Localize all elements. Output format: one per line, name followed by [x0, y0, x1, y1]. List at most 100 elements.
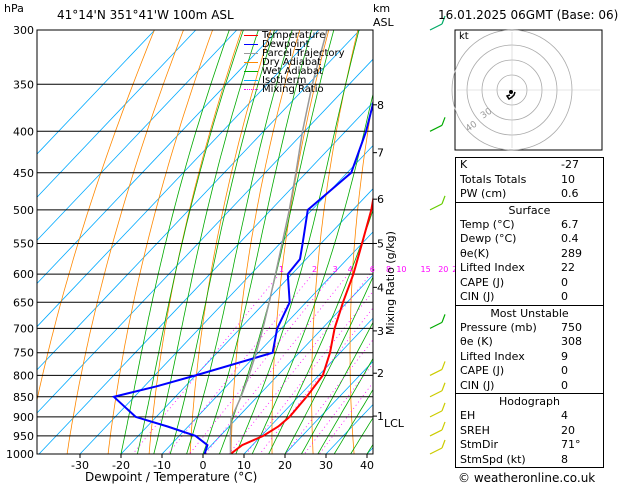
- legend-item: Parcel Trajectory: [244, 48, 345, 59]
- km-tick-label: 2: [377, 367, 384, 380]
- wind-barb: [429, 321, 443, 329]
- surface-title: Surface: [508, 203, 551, 217]
- mixing-ratio-line: [132, 273, 280, 454]
- most-unstable-title: Most Unstable: [490, 306, 569, 320]
- table-row: Lifted Index 9: [456, 350, 603, 365]
- table-row: Totals Totals 10: [456, 173, 603, 188]
- row-value: 0.6: [561, 187, 579, 200]
- pressure-tick-label: 400: [13, 125, 34, 138]
- mixing-ratio-line: [167, 273, 313, 454]
- axes: 3003504004505005506006507007508008509009…: [6, 24, 384, 472]
- pressure-tick-label: 900: [13, 411, 34, 424]
- row-value: 0: [561, 275, 568, 289]
- row-label: Dewp (°C): [460, 232, 517, 245]
- legend-item: Dewpoint: [244, 40, 345, 50]
- x-tick-label: 30: [319, 459, 333, 472]
- legend-swatch: [244, 53, 258, 54]
- wind-barb: [429, 368, 443, 376]
- legend-swatch: [244, 62, 258, 63]
- table-row: StmDir 71°: [456, 438, 603, 453]
- table-row: CIN (J) 0: [456, 290, 603, 305]
- hodograph-unit: kt: [459, 31, 469, 42]
- pressure-tick-label: 550: [13, 237, 34, 250]
- row-label: Totals Totals: [460, 172, 527, 186]
- km-label: km: [373, 2, 391, 15]
- pressure-tick-label: 300: [13, 24, 34, 37]
- isotherm-line: [37, 30, 197, 198]
- table-row: Temp (°C) 6.7: [456, 218, 603, 233]
- table-row: StmSpd (kt) 8: [456, 453, 603, 468]
- legend-swatch: [244, 80, 258, 81]
- row-label: Temp (°C): [460, 217, 515, 231]
- pressure-tick-label: 950: [13, 430, 34, 443]
- row-value: 0: [561, 378, 568, 392]
- row-value: 0: [561, 364, 568, 377]
- x-tick-label: 10: [237, 459, 251, 472]
- series-temperature: [229, 194, 373, 454]
- row-label: K: [460, 158, 468, 171]
- legend-swatch: [244, 89, 258, 90]
- wind-barb: [429, 429, 443, 437]
- km-tick-label: 3: [377, 325, 384, 338]
- mixing-ratio-label: 15: [421, 265, 431, 274]
- wind-barb-flag: [441, 421, 446, 431]
- wind-barb-flag: [441, 15, 446, 25]
- pressure-tick-label: 850: [13, 391, 34, 404]
- mixing-ratio-axis-label: Mixing Ratio (g/kg): [384, 231, 397, 335]
- row-label: SREH: [460, 423, 490, 437]
- row-value: -27: [561, 158, 579, 171]
- mixing-ratio-label: 2: [312, 265, 317, 274]
- legend-swatch: [244, 44, 258, 45]
- pressure-tick-label: 800: [13, 369, 34, 382]
- storm-motion-marker: [509, 90, 513, 94]
- legend: Temperature Dewpoint Parcel Trajectory Dry …: [244, 31, 345, 95]
- legend-label: Parcel Trajectory: [262, 48, 345, 59]
- row-value: 308: [561, 335, 582, 348]
- x-tick-label: -10: [153, 459, 171, 472]
- row-label: CAPE (J): [460, 364, 505, 377]
- table-row: EH 4: [456, 409, 603, 424]
- table-row: CAPE (J) 0: [456, 276, 603, 291]
- km-tick-label: 6: [377, 193, 384, 206]
- row-value: 9: [561, 349, 568, 363]
- km-tick-label: 5: [377, 237, 384, 250]
- mixing-ratio-label: 6: [370, 265, 375, 274]
- wet-adiabat-line: [301, 321, 373, 454]
- legend-item: Isotherm: [244, 76, 345, 86]
- legend-item: Wet Adiabat: [244, 67, 345, 77]
- wind-barb-flag: [441, 439, 446, 449]
- legend-label: Dry Adiabat: [262, 57, 322, 68]
- legend-swatch: [244, 35, 258, 36]
- wind-barb: [429, 124, 443, 132]
- series-parcel-trajectory: [229, 30, 328, 454]
- isotherm-line: [37, 58, 373, 414]
- row-value: 6.7: [561, 217, 579, 231]
- mixing-ratio-labels: 12346810152025: [279, 265, 463, 274]
- row-label: CAPE (J): [460, 275, 505, 289]
- isotherm-line: [79, 144, 373, 454]
- legend-item: Mixing Ratio: [244, 85, 345, 95]
- dry-adiabat-line: [619, 30, 629, 454]
- wind-barb-flag: [441, 361, 446, 370]
- x-tick-label: -30: [71, 459, 89, 472]
- row-label: PW (cm): [460, 187, 507, 200]
- row-value: 750: [561, 320, 582, 334]
- isotherm-line: [243, 317, 373, 454]
- row-label: EH: [460, 409, 476, 422]
- pressure-tick-label: 350: [13, 78, 34, 91]
- wind-barb: [429, 390, 443, 398]
- row-label: θe (K): [460, 335, 493, 348]
- x-tick-label: -20: [112, 459, 130, 472]
- row-label: θe(K): [460, 246, 490, 260]
- isotherm-line: [37, 30, 156, 155]
- x-tick-label: 20: [278, 459, 292, 472]
- table-row: θe(K) 289: [456, 247, 603, 262]
- isotherm-line: [37, 30, 279, 285]
- asl-label: ASL: [373, 16, 394, 29]
- pressure-tick-label: 450: [13, 167, 34, 180]
- mixing-ratio-label: 3: [333, 265, 338, 274]
- isotherm-line: [37, 30, 320, 328]
- pressure-tick-label: 600: [13, 268, 34, 281]
- table-row: θe (K) 308: [456, 335, 603, 350]
- row-value: 289: [561, 246, 582, 260]
